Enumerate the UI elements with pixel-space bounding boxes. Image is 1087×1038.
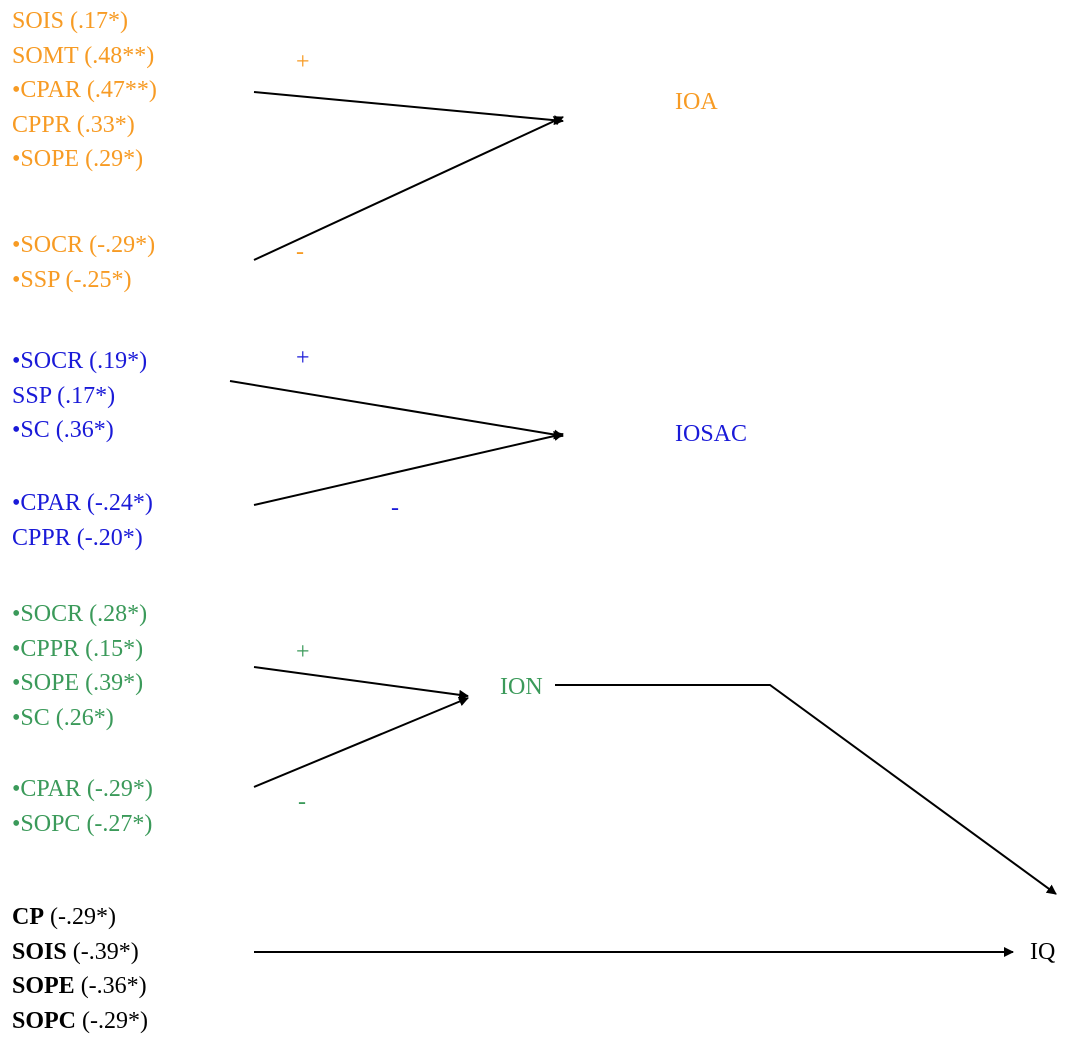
predictor-item: CPPR (-.20*) bbox=[12, 521, 153, 556]
iosac-label: IOSAC bbox=[675, 420, 747, 448]
predictor-value: (-.39*) bbox=[67, 939, 139, 965]
ion-plus-sign: + bbox=[296, 638, 310, 666]
ion-minus-sign: - bbox=[298, 788, 306, 816]
predictor-name: CP bbox=[12, 904, 44, 930]
predictor-item: •SOCR (-.29*) bbox=[12, 228, 155, 263]
predictor-value: (-.36*) bbox=[75, 973, 147, 999]
predictor-item: •CPAR (.47**) bbox=[12, 73, 157, 108]
iosac-plus-sign: + bbox=[296, 344, 310, 372]
predictor-item: SOPC (-.29*) bbox=[12, 1004, 148, 1038]
predictor-item: •SSP (-.25*) bbox=[12, 263, 155, 298]
arrow-positive-to-iosac bbox=[230, 381, 563, 436]
predictor-item: •SOPC (-.27*) bbox=[12, 807, 153, 842]
predictor-item: CPPR (.33*) bbox=[12, 108, 157, 143]
predictor-item: SOIS (.17*) bbox=[12, 4, 157, 39]
predictor-name: SOPC bbox=[12, 1008, 76, 1034]
predictor-item: SOPE (-.36*) bbox=[12, 969, 148, 1004]
predictor-item: •SOPE (.39*) bbox=[12, 666, 147, 701]
ion-positive-predictors: •SOCR (.28*) •CPPR (.15*) •SOPE (.39*) •… bbox=[12, 597, 147, 735]
iosac-minus-sign: - bbox=[391, 494, 399, 522]
predictor-item: •CPAR (-.24*) bbox=[12, 486, 153, 521]
ioa-negative-predictors: •SOCR (-.29*) •SSP (-.25*) bbox=[12, 228, 155, 297]
arrow-negative-to-iosac bbox=[254, 434, 563, 505]
arrow-positive-to-ion bbox=[254, 667, 468, 696]
predictor-item: SOIS (-.39*) bbox=[12, 935, 148, 970]
predictor-item: SSP (.17*) bbox=[12, 379, 147, 414]
ioa-label: IOA bbox=[675, 88, 718, 116]
predictor-item: •CPPR (.15*) bbox=[12, 632, 147, 667]
predictor-item: SOMT (.48**) bbox=[12, 39, 157, 74]
ion-label: ION bbox=[500, 673, 543, 701]
predictor-item: •SOPE (.29*) bbox=[12, 142, 157, 177]
arrow-ion-to-iq bbox=[555, 685, 1056, 894]
iq-label: IQ bbox=[1030, 938, 1055, 966]
predictor-item: •CPAR (-.29*) bbox=[12, 772, 153, 807]
predictor-name: SOIS bbox=[12, 939, 67, 965]
predictor-name: SOPE bbox=[12, 973, 75, 999]
predictor-value: (-.29*) bbox=[44, 904, 116, 930]
predictor-value: (-.29*) bbox=[76, 1008, 148, 1034]
arrow-negative-to-ion bbox=[254, 698, 468, 787]
predictor-item: •SOCR (.28*) bbox=[12, 597, 147, 632]
iosac-negative-predictors: •CPAR (-.24*) CPPR (-.20*) bbox=[12, 486, 153, 555]
iq-direct-predictors: CP (-.29*) SOIS (-.39*) SOPE (-.36*) SOP… bbox=[12, 900, 148, 1038]
predictor-item: •SOCR (.19*) bbox=[12, 344, 147, 379]
predictor-item: •SC (.36*) bbox=[12, 413, 147, 448]
predictor-item: CP (-.29*) bbox=[12, 900, 148, 935]
ioa-positive-predictors: SOIS (.17*) SOMT (.48**) •CPAR (.47**) C… bbox=[12, 4, 157, 177]
ioa-minus-sign: - bbox=[296, 238, 304, 266]
ion-negative-predictors: •CPAR (-.29*) •SOPC (-.27*) bbox=[12, 772, 153, 841]
iosac-positive-predictors: •SOCR (.19*) SSP (.17*) •SC (.36*) bbox=[12, 344, 147, 448]
arrow-positive-to-ioa bbox=[254, 92, 563, 121]
predictor-item: •SC (.26*) bbox=[12, 701, 147, 736]
ioa-plus-sign: + bbox=[296, 48, 310, 76]
